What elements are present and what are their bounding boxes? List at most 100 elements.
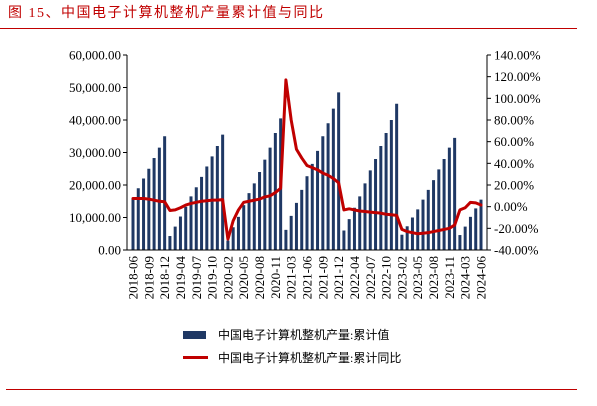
- bar-2020-06: [247, 193, 251, 251]
- bar-2022-05: [358, 196, 362, 251]
- bar-2020-02: [226, 240, 230, 250]
- x-tick-label: 2018-12: [157, 256, 172, 299]
- x-tick-label: 2020-11: [268, 256, 283, 299]
- caption-rule: [0, 28, 577, 29]
- x-tick-label: 2022-10: [379, 256, 394, 299]
- left-tick-label: 30,000.00: [69, 145, 121, 160]
- x-tick-label: 2021-09: [315, 256, 330, 299]
- bar-2020-04: [236, 216, 240, 250]
- x-tick-label: 2023-05: [410, 256, 425, 299]
- x-tick-label: 2019-07: [189, 256, 204, 300]
- left-tick-label: 0.00: [98, 243, 121, 258]
- chart-axes: 0.00 10,000.00 20,000.00 30,000.00 40,000.00…: [69, 48, 541, 300]
- bar-2020-08: [258, 172, 262, 250]
- x-tick-label: 2020-05: [236, 256, 251, 299]
- bar-2019-04: [178, 216, 182, 250]
- legend-line-swatch: [183, 356, 208, 359]
- bar-2019-06: [189, 196, 193, 251]
- bar-2023-02: [400, 234, 404, 250]
- right-tick-label: 80.00%: [494, 113, 534, 128]
- source-rule: [6, 389, 577, 390]
- x-tick-label: 2022-04: [347, 256, 362, 300]
- right-tick-label: -40.00%: [494, 243, 539, 258]
- line-series-yoy: [131, 78, 483, 241]
- figure-caption: 图 15、中国电子计算机整机产量累计值与同比: [8, 6, 325, 21]
- x-tick-label: 2020-08: [252, 256, 267, 299]
- bar-2022-11: [389, 120, 393, 250]
- bar-2018-06: [131, 198, 135, 250]
- left-tick-label: 50,000.00: [69, 80, 121, 95]
- bar-2022-03: [347, 219, 351, 251]
- bar-2021-04: [294, 202, 298, 251]
- right-tick-label: -20.00%: [494, 221, 539, 236]
- bar-2022-07: [368, 170, 372, 251]
- bar-2021-03: [289, 215, 293, 251]
- x-tick-label: 2023-08: [426, 256, 441, 299]
- x-tick-label: 2018-09: [141, 256, 156, 299]
- right-tick-label: 120.00%: [494, 69, 541, 84]
- bar-2023-07: [426, 189, 430, 251]
- legend-label-cumulative: 中国电子计算机整机产量:累计值: [218, 328, 390, 342]
- bar-2022-10: [384, 133, 388, 250]
- bar-2018-08: [142, 178, 146, 250]
- bar-2021-10: [326, 123, 330, 250]
- x-tick-label: 2021-06: [300, 256, 315, 300]
- bar-2018-12: [163, 136, 167, 250]
- bar-2024-06: [479, 199, 483, 251]
- bar-2021-12: [337, 92, 341, 251]
- bar-2021-09: [321, 136, 325, 250]
- bar-2021-07: [310, 163, 314, 251]
- bar-2024-03: [463, 226, 467, 250]
- bar-2023-12: [453, 137, 457, 251]
- bar-2020-07: [252, 183, 256, 251]
- bar-2023-09: [437, 169, 441, 250]
- yoy-series-line: [131, 78, 483, 241]
- bar-2019-02: [168, 236, 172, 250]
- bar-2019-08: [200, 176, 204, 251]
- legend-bar-swatch: [183, 331, 206, 339]
- x-tick-label: 2023-11: [442, 256, 457, 299]
- left-tick-label: 10,000.00: [69, 210, 121, 225]
- bar-2022-04: [352, 207, 356, 250]
- bar-2018-09: [147, 168, 151, 250]
- bar-2024-02: [458, 235, 462, 250]
- bar-2019-07: [194, 187, 198, 250]
- bar-2022-08: [374, 159, 378, 250]
- bar-2023-03: [405, 226, 409, 250]
- bar-2021-05: [300, 189, 304, 251]
- bar-2023-08: [432, 180, 436, 251]
- x-tick-label: 2024-03: [458, 256, 473, 299]
- right-tick-label: 100.00%: [494, 91, 541, 106]
- bar-2020-09: [263, 159, 267, 250]
- bar-2021-06: [305, 176, 309, 250]
- bar-2024-04: [468, 216, 472, 250]
- bar-2022-06: [363, 183, 367, 251]
- bar-2022-09: [379, 146, 383, 250]
- x-tick-label: 2019-04: [173, 256, 188, 300]
- bar-2023-11: [447, 147, 451, 251]
- bar-2020-03: [231, 227, 235, 250]
- right-tick-label: 0.00%: [494, 199, 528, 214]
- bar-2023-06: [421, 199, 425, 251]
- x-tick-label: 2021-03: [284, 256, 299, 299]
- x-tick-label: 2022-07: [363, 256, 378, 300]
- x-tick-label: 2019-10: [205, 256, 220, 299]
- bar-2023-10: [442, 159, 446, 250]
- right-tick-label: 20.00%: [494, 178, 534, 193]
- bar-2021-02: [284, 229, 288, 250]
- bar-2020-05: [242, 205, 246, 250]
- left-tick-label: 20,000.00: [69, 178, 121, 193]
- x-tick-label: 2020-02: [220, 256, 235, 299]
- bar-2018-10: [152, 158, 156, 250]
- bar-2022-12: [395, 103, 399, 250]
- bar-series-cumulative: [131, 92, 483, 251]
- x-tick-label: 2021-12: [331, 256, 346, 299]
- bar-2018-07: [136, 188, 140, 250]
- bar-2021-08: [316, 150, 320, 251]
- bar-2018-11: [157, 147, 161, 251]
- x-tick-label: 2023-02: [394, 256, 409, 299]
- bar-2019-03: [173, 226, 177, 250]
- right-tick-label: 40.00%: [494, 156, 534, 171]
- bar-2019-10: [210, 156, 214, 250]
